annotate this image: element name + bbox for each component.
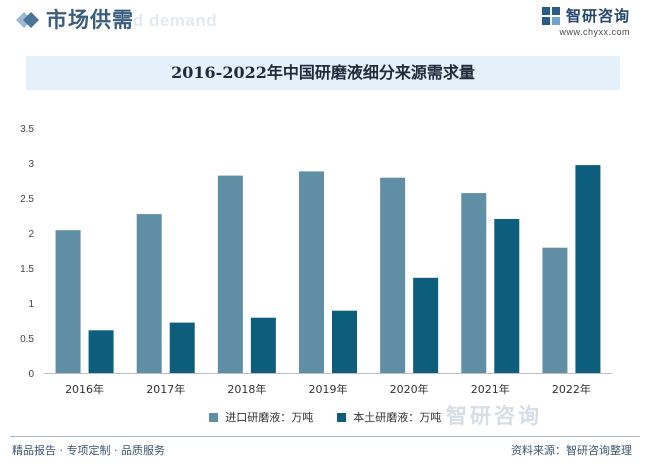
brand-logo-icon bbox=[541, 6, 560, 25]
y-tick-label: 3.5 bbox=[20, 124, 34, 135]
y-tick-label: 3 bbox=[28, 159, 34, 170]
bar-imported bbox=[461, 193, 487, 373]
x-tick-label: 2018年 bbox=[227, 382, 266, 396]
bar-imported bbox=[55, 230, 81, 373]
x-tick-label: 2019年 bbox=[309, 382, 348, 396]
y-tick-label: 2 bbox=[28, 229, 34, 240]
section-title: 市场供需 bbox=[46, 8, 134, 32]
bar-imported bbox=[217, 175, 243, 373]
chart-title-banner: 2016-2022年中国研磨液细分来源需求量 bbox=[26, 56, 620, 90]
bar-domestic bbox=[575, 165, 601, 373]
bar-imported bbox=[380, 177, 406, 373]
x-tick-label: 2016年 bbox=[65, 382, 104, 396]
bar-domestic bbox=[169, 322, 195, 373]
x-tick-label: 2020年 bbox=[390, 382, 429, 396]
footer-tagline: 精品报告 · 专项定制 · 品质服务 bbox=[12, 444, 165, 457]
y-tick-label: 0.5 bbox=[20, 334, 34, 345]
bar-imported bbox=[136, 214, 162, 373]
x-tick-label: 2022年 bbox=[552, 382, 591, 396]
x-tick-label: 2021年 bbox=[471, 382, 510, 396]
legend-label-domestic: 本土研磨液：万吨 bbox=[353, 411, 442, 424]
legend-item-domestic: 本土研磨液：万吨 bbox=[336, 409, 442, 425]
watermark-logo: 智研咨询 bbox=[446, 400, 542, 430]
bar-domestic bbox=[332, 310, 357, 373]
double-diamond-icon bbox=[16, 12, 39, 28]
footer-divider bbox=[10, 436, 640, 437]
bar-imported bbox=[542, 247, 568, 373]
bar-domestic bbox=[250, 317, 276, 373]
bar-domestic bbox=[494, 219, 520, 373]
brand: 智研咨询 bbox=[541, 5, 630, 26]
bar-domestic bbox=[88, 330, 114, 373]
bar-domestic bbox=[413, 277, 439, 373]
y-tick-label: 0 bbox=[28, 369, 34, 380]
y-tick-label: 1 bbox=[28, 299, 34, 310]
footer-source: 资料来源：智研咨询整理 bbox=[511, 444, 632, 457]
legend-swatch-domestic bbox=[336, 412, 346, 422]
watermark-name: 智研咨询 bbox=[446, 404, 542, 428]
brand-name: 智研咨询 bbox=[565, 7, 630, 25]
bar-chart: 0 0.5 1 1.5 2 2.5 3 3.5 2016年 2017年 2018年 2019年 2020… bbox=[20, 124, 612, 396]
y-tick-label: 2.5 bbox=[20, 194, 34, 205]
section-subtitle-watermark: and demand bbox=[112, 11, 218, 30]
header-bar: and demand 市场供需 智研咨询 www.chyxx.com bbox=[0, 0, 650, 40]
brand-url: www.chyxx.com bbox=[559, 27, 630, 37]
chart-title: 2016-2022年中国研磨液细分来源需求量 bbox=[171, 63, 475, 82]
legend-label-imported: 进口研磨液：万吨 bbox=[225, 411, 314, 424]
legend-item-imported: 进口研磨液：万吨 bbox=[208, 409, 314, 425]
x-tick-label: 2017年 bbox=[146, 382, 185, 396]
chart-legend: 进口研磨液：万吨 本土研磨液：万吨 bbox=[0, 409, 650, 425]
y-tick-label: 1.5 bbox=[20, 264, 34, 275]
legend-swatch-imported bbox=[208, 412, 218, 422]
bar-imported bbox=[299, 171, 324, 373]
